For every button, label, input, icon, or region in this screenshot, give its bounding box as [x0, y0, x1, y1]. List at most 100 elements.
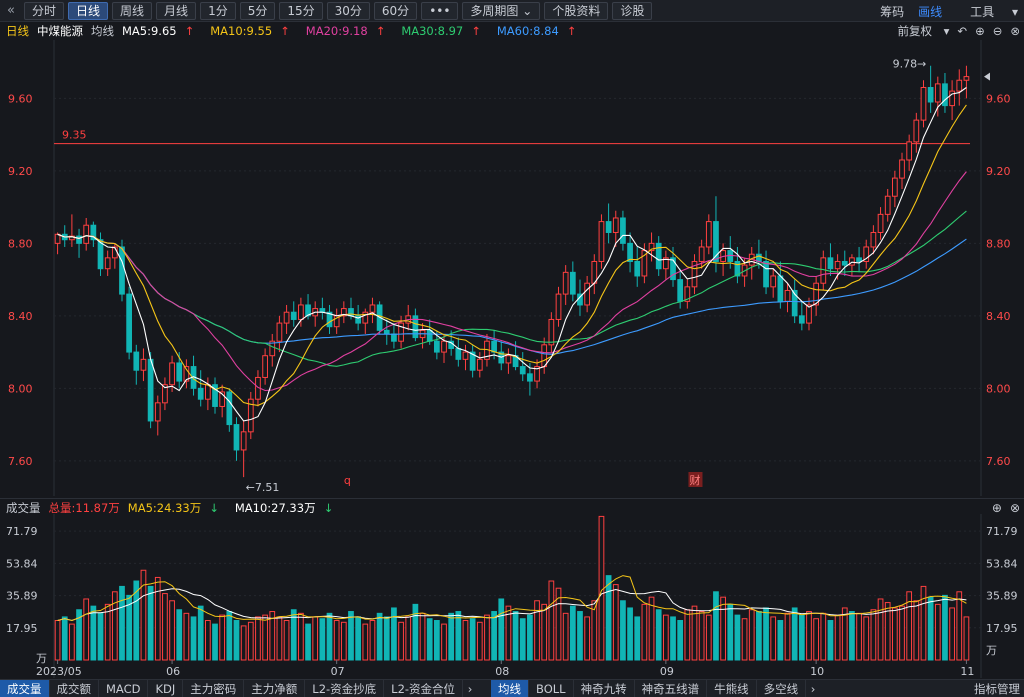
- price-tick-label-right: 9.20: [986, 165, 1011, 178]
- candle-body: [670, 257, 676, 281]
- tab-volume[interactable]: 成交量: [0, 679, 50, 697]
- vol-ma10-text: MA10:27.33万: [234, 500, 316, 515]
- tab-kdj[interactable]: KDJ: [148, 679, 184, 697]
- caret-down-icon: ▾: [1011, 4, 1018, 19]
- multi-period-dropdown[interactable]: 多周期图 ⌄: [462, 1, 541, 20]
- candle-body: [641, 250, 648, 277]
- tab-magic-five[interactable]: 神奇五线谱: [635, 679, 708, 697]
- ma-info-bar: 日线 中煤能源 均线 MA5:9.65 ↑ MA10:9.55 ↑ MA20:9.1…: [0, 22, 1024, 40]
- draw-line-button[interactable]: 画线: [918, 4, 943, 19]
- candle-body: [412, 315, 419, 339]
- volume-bar: [391, 607, 397, 661]
- price-tick-label-right: 8.80: [986, 237, 1011, 250]
- ma60-value: MA60:8.84 ↑: [497, 24, 585, 38]
- tab-ma[interactable]: 均线: [491, 679, 530, 697]
- double-chevron-left-icon[interactable]: «: [7, 3, 15, 18]
- volume-bar: [813, 618, 820, 661]
- volume-bar: [748, 609, 755, 661]
- volume-ma5-line: [57, 575, 967, 622]
- period-button-60min[interactable]: 60分: [373, 1, 418, 20]
- candle-body: [276, 322, 283, 342]
- candle-body: [119, 246, 125, 295]
- zoom-in-icon[interactable]: ⊕: [975, 24, 985, 38]
- tab-main-net[interactable]: 主力净额: [244, 679, 306, 697]
- diagnose-button[interactable]: 诊股: [612, 1, 653, 20]
- candle-body: [97, 239, 104, 270]
- tab-turnover[interactable]: 成交额: [50, 679, 99, 697]
- volume-bar: [355, 616, 362, 661]
- period-button-fenshi[interactable]: 分时: [24, 1, 65, 20]
- tools-menu[interactable]: 工具 ▾: [956, 3, 1018, 20]
- candle-body: [555, 293, 562, 320]
- stock-info-button[interactable]: 个股资料: [544, 1, 609, 20]
- tab-long-short[interactable]: 多空线: [757, 679, 807, 697]
- volume-bar: [705, 614, 712, 661]
- tab-magic-nine[interactable]: 神奇九转: [574, 679, 635, 697]
- period-button-5min[interactable]: 5分: [239, 1, 276, 20]
- candle-body: [133, 351, 140, 371]
- more-dots-icon[interactable]: •••: [421, 1, 459, 20]
- candle-body: [548, 318, 555, 346]
- tab-l2-bottom[interactable]: L2-资金抄底: [305, 679, 385, 697]
- arrow-down-icon: ↓: [209, 500, 219, 515]
- candle-body: [355, 315, 362, 324]
- volume-bar: [190, 616, 197, 661]
- volume-bar: [476, 621, 483, 661]
- zoom-out-icon[interactable]: ⊖: [992, 24, 1003, 38]
- candle-body: [798, 315, 805, 324]
- period-button-daily[interactable]: 日线: [68, 1, 109, 20]
- period-button-1min[interactable]: 1分: [200, 1, 236, 20]
- ma20-line: [57, 171, 967, 392]
- volume-bar: [519, 618, 526, 661]
- candle-body: [90, 224, 97, 241]
- ma-label[interactable]: 均线: [91, 24, 114, 38]
- tab-macd[interactable]: MACD: [99, 679, 149, 697]
- tab-l2-position[interactable]: L2-资金合位: [384, 679, 464, 697]
- volume-bar: [54, 620, 61, 661]
- tools-label: 工具: [970, 4, 995, 19]
- volume-label[interactable]: 成交量: [6, 500, 41, 515]
- candle-body: [233, 424, 240, 451]
- volume-bar: [913, 600, 920, 661]
- volume-bar: [419, 612, 426, 661]
- stock-name[interactable]: 中煤能源: [37, 24, 83, 38]
- top-toolbar: « 分时 日线 周线 月线 1分 5分 15分 30分 60分 ••• 多周期图…: [0, 0, 1024, 22]
- candle-body: [290, 311, 297, 320]
- price-tick-label-left: 8.80: [8, 237, 33, 250]
- volume-tick-label-right: 53.84: [986, 557, 1018, 570]
- volume-bar: [756, 611, 762, 661]
- candle-body: [491, 340, 497, 353]
- volume-bar: [662, 614, 669, 661]
- close-icon[interactable]: ⊗: [1010, 24, 1020, 38]
- price-tick-label-left: 9.60: [8, 92, 33, 105]
- chevron-right-icon[interactable]: ›: [810, 681, 816, 696]
- candle-body: [655, 242, 662, 270]
- close-icon[interactable]: ⊗: [1009, 501, 1020, 515]
- candle-body: [462, 351, 469, 360]
- period-button-15min[interactable]: 15分: [279, 1, 323, 20]
- volume-bar: [777, 620, 784, 661]
- tab-bull-bear[interactable]: 牛熊线: [707, 679, 757, 697]
- volume-bar: [498, 598, 505, 661]
- volume-bar: [197, 605, 204, 661]
- volume-bar: [462, 620, 469, 661]
- period-button-30min[interactable]: 30分: [326, 1, 370, 20]
- chips-button[interactable]: 筹码: [880, 4, 905, 19]
- candle-body: [920, 86, 927, 121]
- zoom-in-icon[interactable]: ⊕: [991, 501, 1002, 515]
- volume-bar: [698, 611, 705, 661]
- price-tick-label-left: 8.40: [8, 310, 33, 323]
- period-button-monthly[interactable]: 月线: [156, 1, 197, 20]
- tab-main-code[interactable]: 主力密码: [183, 679, 245, 697]
- volume-bar: [806, 611, 812, 661]
- adjust-button[interactable]: 前复权 ▾: [890, 23, 950, 39]
- candle-body: [777, 275, 784, 302]
- x-tick-label: 06: [166, 665, 180, 678]
- undo-icon[interactable]: ↶: [957, 24, 968, 38]
- tab-boll[interactable]: BOLL: [529, 679, 574, 697]
- period-button-weekly[interactable]: 周线: [112, 1, 153, 20]
- candle-body: [176, 362, 183, 382]
- chevron-right-icon[interactable]: ›: [467, 681, 473, 696]
- indicator-manage-button[interactable]: 指标管理: [974, 682, 1020, 696]
